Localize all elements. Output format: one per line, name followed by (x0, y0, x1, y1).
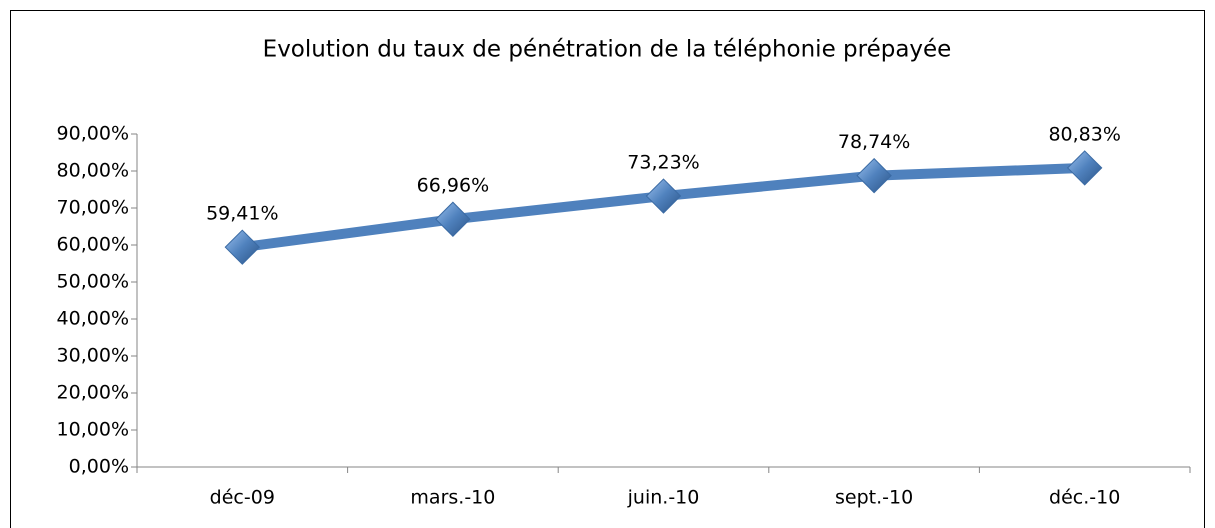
data-label: 66,96% (417, 175, 489, 197)
y-tick-label: 80,00% (57, 160, 129, 182)
data-point (645, 178, 682, 214)
x-tick-label: déc-09 (210, 487, 275, 509)
data-point (856, 157, 892, 194)
data-point (224, 229, 261, 265)
chart-title: Evolution du taux de pénétration de la t… (263, 37, 952, 63)
y-tick-label: 20,00% (57, 382, 129, 404)
x-tick-label: déc.-10 (1049, 487, 1120, 509)
x-tick-label: mars.-10 (410, 487, 495, 509)
y-tick-label: 60,00% (57, 234, 129, 256)
data-label: 80,83% (1048, 123, 1120, 145)
data-point (435, 201, 471, 237)
data-label: 73,23% (627, 152, 699, 174)
y-tick-label: 90,00% (57, 123, 129, 145)
y-tick-label: 30,00% (57, 345, 129, 367)
data-label: 59,41% (206, 203, 278, 225)
data-label: 78,74% (838, 131, 910, 153)
y-tick-label: 40,00% (57, 308, 129, 330)
y-tick-label: 50,00% (57, 271, 129, 293)
chart-frame (10, 10, 1205, 528)
y-tick-label: 10,00% (57, 419, 129, 441)
x-tick-label: juin.-10 (627, 487, 700, 509)
x-tick-label: sept.-10 (835, 487, 913, 509)
y-tick-label: 70,00% (57, 197, 129, 219)
data-point (1066, 150, 1103, 186)
y-tick-label: 0,00% (69, 456, 129, 478)
